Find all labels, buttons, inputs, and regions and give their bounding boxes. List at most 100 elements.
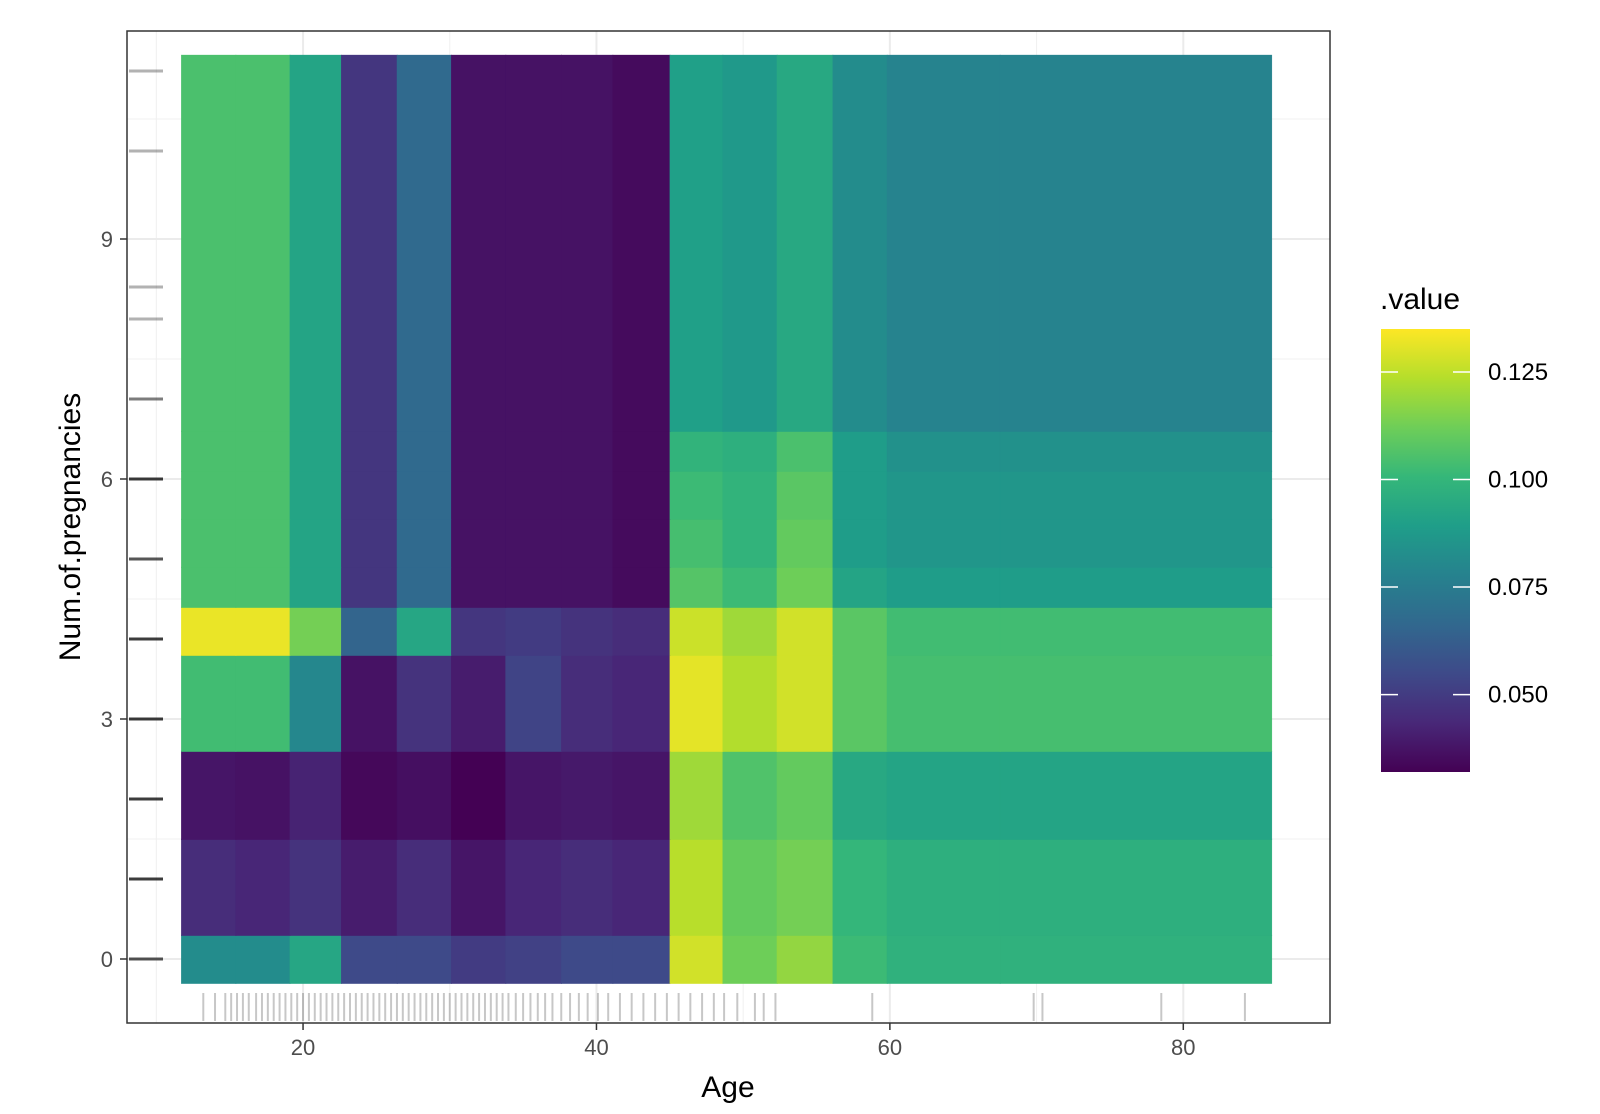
heatmap-cell	[181, 838, 237, 936]
heatmap-cell	[722, 654, 778, 752]
heatmap-cell	[451, 54, 507, 432]
x-tick-label: 20	[291, 1035, 315, 1060]
heatmap-cell	[886, 606, 1001, 656]
heatmap-cell	[832, 518, 888, 568]
heatmap-cell	[561, 518, 614, 568]
heatmap-cell	[181, 54, 237, 432]
heatmap-cell	[505, 470, 563, 520]
heatmap-cell	[451, 934, 507, 984]
heatmap-cell	[289, 430, 342, 472]
heatmap-cell	[776, 750, 834, 840]
heatmap-cell	[235, 606, 291, 656]
heatmap-cell	[451, 430, 507, 472]
heatmap-cell	[181, 430, 237, 472]
heatmap-cell	[451, 470, 507, 520]
heatmap-cell	[999, 750, 1273, 840]
heatmap-cell	[289, 54, 342, 432]
heatmap-cell	[505, 518, 563, 568]
heatmap-cell	[776, 566, 834, 608]
heatmap-cell	[612, 654, 671, 752]
color-legend: .value 0.050 0.075 0.100 0.125	[1380, 283, 1548, 772]
heatmap-cell	[612, 470, 671, 520]
heatmap-cell	[235, 838, 291, 936]
heatmap-cell	[669, 430, 724, 472]
heatmap-cell	[451, 654, 507, 752]
heatmap-cell	[235, 566, 291, 608]
heatmap-cell	[341, 750, 398, 840]
heatmap-cell	[669, 54, 724, 432]
heatmap-cell	[341, 838, 398, 936]
heatmap-cell	[289, 470, 342, 520]
heatmap-cell	[561, 430, 614, 472]
x-tick-label: 60	[878, 1035, 902, 1060]
y-tick-label: 0	[101, 947, 113, 972]
heatmap-cells	[181, 54, 1273, 984]
y-tick-label: 6	[101, 467, 113, 492]
heatmap-cell	[341, 470, 398, 520]
heatmap-cell	[289, 838, 342, 936]
heatmap-cell	[396, 54, 452, 432]
heatmap-cell	[396, 838, 452, 936]
heatmap-cell	[505, 606, 563, 656]
heatmap-cell	[289, 518, 342, 568]
heatmap-cell	[451, 606, 507, 656]
heatmap-cell	[886, 566, 1001, 608]
heatmap-cell	[235, 750, 291, 840]
heatmap-cell	[776, 470, 834, 520]
x-axis-title: Age	[701, 1071, 754, 1104]
legend-title: .value	[1380, 283, 1460, 316]
heatmap-cell	[289, 606, 342, 656]
heatmap-cell	[722, 934, 778, 984]
heatmap-cell	[832, 838, 888, 936]
heatmap-cell	[561, 934, 614, 984]
heatmap-cell	[396, 430, 452, 472]
heatmap-cell	[669, 518, 724, 568]
heatmap-cell	[561, 566, 614, 608]
heatmap-cell	[999, 654, 1273, 752]
heatmap-cell	[612, 606, 671, 656]
heatmap-cell	[832, 566, 888, 608]
panel-border	[126, 30, 1331, 1024]
heatmap-cell	[999, 606, 1273, 656]
heatmap-cell	[669, 934, 724, 984]
heatmap-cell	[451, 566, 507, 608]
heatmap-cell	[832, 470, 888, 520]
heatmap-cell	[999, 934, 1273, 984]
heatmap-cell	[181, 934, 237, 984]
heatmap-cell	[886, 430, 1001, 472]
heatmap-cell	[999, 838, 1273, 936]
heatmap-cell	[561, 838, 614, 936]
heatmap-cell	[612, 838, 671, 936]
heatmap-cell	[289, 654, 342, 752]
heatmap-cell	[886, 654, 1001, 752]
heatmap-cell	[832, 606, 888, 656]
heatmap-cell	[832, 54, 888, 432]
y-axis-title: Num.of.pregnancies	[54, 393, 87, 661]
heatmap-cell	[669, 838, 724, 936]
y-tick-label: 9	[101, 227, 113, 252]
legend-colorbar	[1381, 329, 1470, 772]
heatmap-cell	[886, 54, 1001, 432]
heatmap-cell	[235, 934, 291, 984]
heatmap-cell	[999, 566, 1273, 608]
heatmap-cell	[235, 54, 291, 432]
heatmap-cell	[181, 606, 237, 656]
heatmap-cell	[669, 750, 724, 840]
heatmap-cell	[235, 430, 291, 472]
heatmap-cell	[612, 518, 671, 568]
heatmap-cell	[722, 566, 778, 608]
heatmap-cell	[505, 654, 563, 752]
heatmap-cell	[722, 750, 778, 840]
heatmap-cell	[505, 54, 563, 432]
heatmap-cell	[776, 654, 834, 752]
heatmap-cell	[341, 566, 398, 608]
heatmap-cell	[181, 566, 237, 608]
heatmap-cell	[999, 54, 1273, 432]
heatmap-cell	[181, 518, 237, 568]
heatmap-cell	[669, 654, 724, 752]
legend-tick-label: 0.125	[1488, 359, 1548, 386]
heatmap-cell	[776, 934, 834, 984]
heatmap-cell	[451, 750, 507, 840]
legend-tick-label: 0.050	[1488, 682, 1548, 709]
